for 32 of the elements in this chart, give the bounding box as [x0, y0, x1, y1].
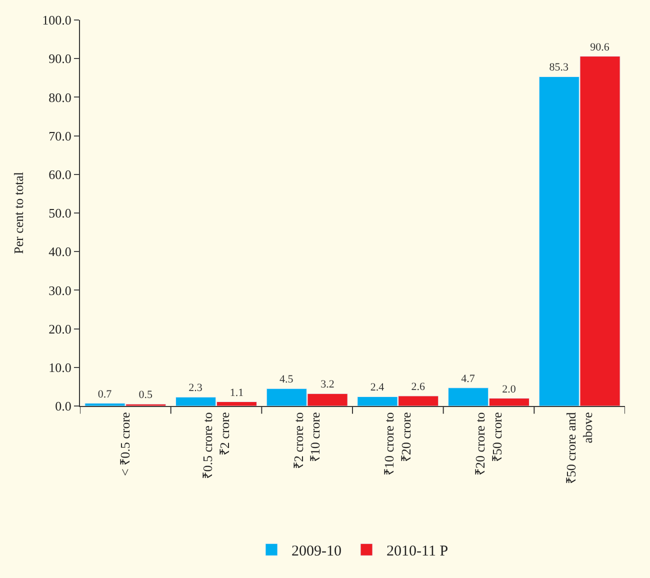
data-label: 0.7 — [98, 388, 112, 400]
y-tick-label: 0.0 — [55, 398, 72, 414]
y-tick-label: 20.0 — [48, 321, 72, 336]
data-label: 3.2 — [320, 378, 334, 391]
data-label: 4.7 — [461, 372, 476, 385]
y-tick-label: 50.0 — [48, 206, 72, 221]
data-label: 0.5 — [138, 389, 153, 402]
y-tick-label: 40.0 — [48, 244, 72, 260]
x-tick-label: < ₹0.5 crore — [118, 412, 133, 476]
x-tick-label: ₹10 crore to ₹20 crore — [382, 412, 414, 476]
data-label: 2.6 — [411, 380, 426, 393]
x-tick-label: ₹20 crore to ₹50 crore — [472, 412, 504, 476]
y-axis-title: Per cent to total — [11, 172, 26, 254]
data-label: 4.5 — [280, 374, 294, 386]
y-tick-label: 10.0 — [48, 360, 72, 375]
x-tick-label: ₹50 crore and above — [563, 412, 596, 484]
y-tick-label: 80.0 — [48, 90, 72, 105]
data-label: 2.3 — [188, 382, 203, 394]
y-tick-label: 70.0 — [48, 128, 72, 144]
data-label: 2.4 — [370, 382, 385, 394]
data-label: 2.0 — [502, 383, 516, 396]
data-label: 1.1 — [230, 386, 244, 399]
legend-label: 2009-10 — [292, 543, 342, 560]
y-tick-label: 90.0 — [48, 51, 72, 66]
y-tick-label: 60.0 — [48, 166, 72, 182]
data-label: 85.3 — [549, 62, 570, 74]
x-tick-label: ₹0.5 crore to ₹2 crore — [200, 412, 232, 479]
x-tick-label: ₹2 crore to ₹10 crore — [290, 412, 323, 470]
data-label: 90.6 — [590, 41, 610, 54]
legend-label: 2010-11 P — [386, 543, 448, 560]
y-tick-label: 100.0 — [42, 12, 72, 28]
y-tick-label: 30.0 — [48, 282, 72, 298]
